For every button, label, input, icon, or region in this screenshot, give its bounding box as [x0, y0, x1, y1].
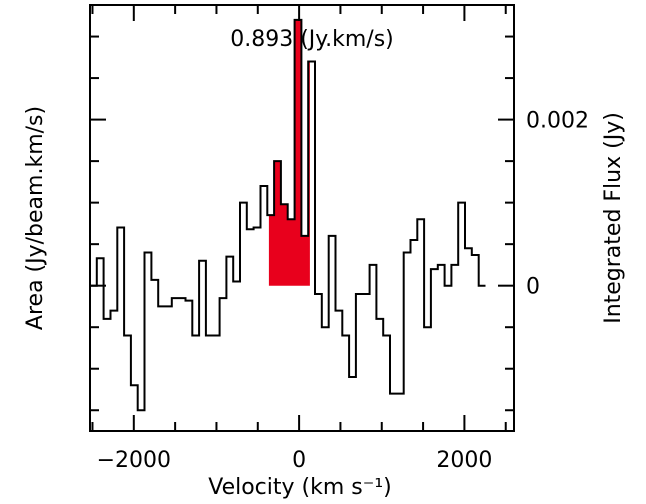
spectrum-series	[90, 18, 486, 412]
y-axis-label-right: Integrated Flux (Jy)	[601, 112, 626, 324]
plot-frame	[89, 4, 515, 432]
x-tick-label: 2000	[436, 448, 492, 473]
x-axis-label: Velocity (km s⁻¹)	[208, 475, 392, 500]
tick-labels: −2000 0 2000 0 0.002	[97, 109, 589, 473]
x-tick-label: 0	[292, 448, 306, 473]
integrated-flux-annotation: 0.893 (Jy.km/s)	[230, 27, 394, 52]
y-right-tick-label: 0	[526, 275, 540, 300]
axis-ticks	[90, 5, 514, 431]
y-right-tick-label: 0.002	[526, 109, 589, 134]
x-tick-label: −2000	[97, 448, 171, 473]
integrated-flux-region	[268, 19, 310, 286]
y-axis-label-left: Area (Jy/beam.km/s)	[23, 106, 48, 330]
